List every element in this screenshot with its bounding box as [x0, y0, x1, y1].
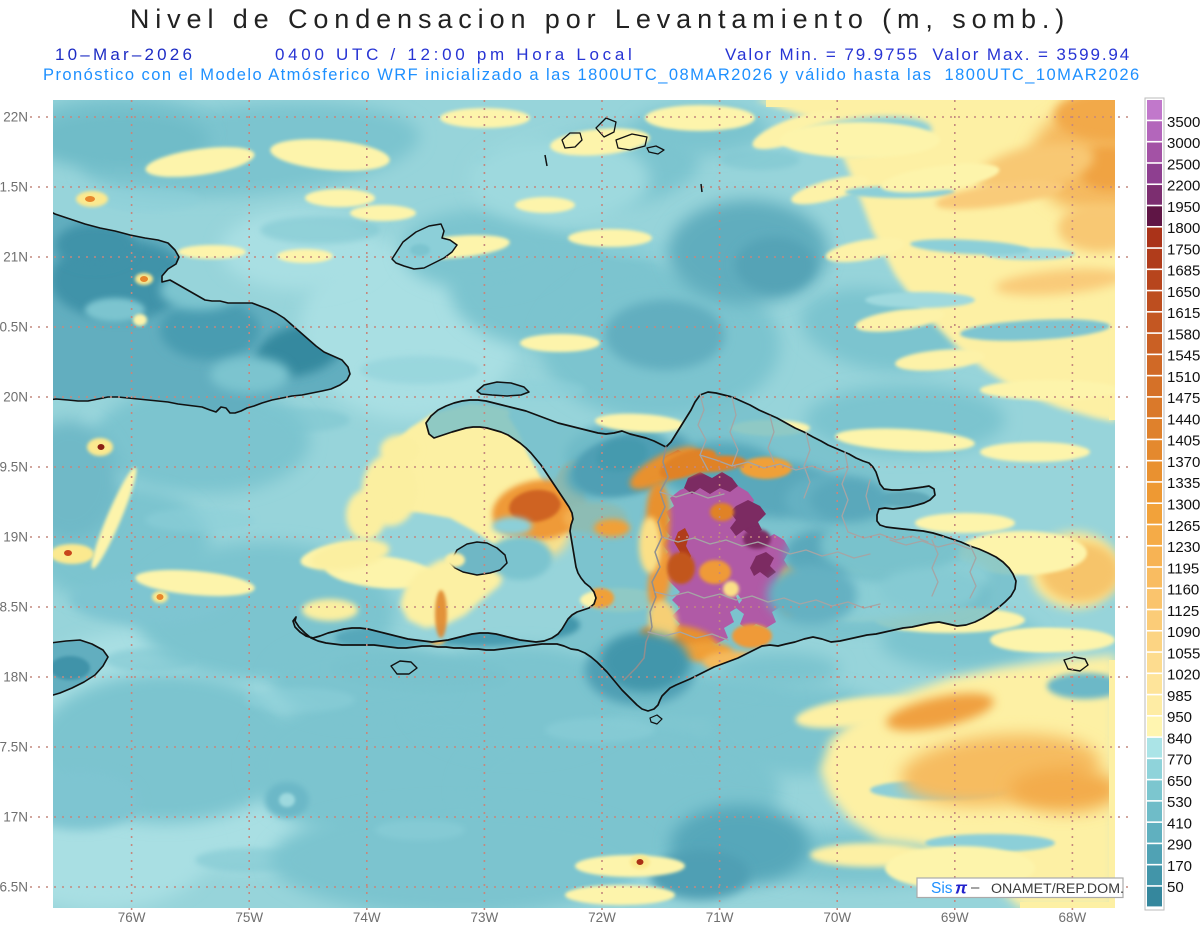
svg-text:1475: 1475	[1167, 390, 1200, 407]
svg-text:1300: 1300	[1167, 497, 1200, 514]
svg-text:985: 985	[1167, 688, 1192, 705]
svg-text:73W: 73W	[471, 910, 499, 925]
svg-text:1405: 1405	[1167, 433, 1200, 450]
svg-text:22N: 22N	[3, 110, 28, 125]
svg-text:1055: 1055	[1167, 645, 1200, 662]
svg-text:3500: 3500	[1167, 114, 1200, 131]
svg-text:1545: 1545	[1167, 348, 1200, 365]
svg-text:68W: 68W	[1059, 910, 1087, 925]
svg-text:7.5N: 7.5N	[0, 740, 28, 755]
svg-text:1440: 1440	[1167, 411, 1200, 428]
svg-text:2500: 2500	[1167, 156, 1200, 173]
svg-text:1125: 1125	[1167, 603, 1199, 620]
svg-text:1265: 1265	[1167, 518, 1200, 535]
svg-text:290: 290	[1167, 837, 1192, 854]
svg-text:1800: 1800	[1167, 220, 1200, 237]
svg-text:1510: 1510	[1167, 369, 1200, 386]
svg-text:17N: 17N	[3, 810, 28, 825]
svg-text:74W: 74W	[353, 910, 381, 925]
svg-text:1160: 1160	[1167, 582, 1199, 599]
svg-text:1230: 1230	[1167, 539, 1200, 556]
svg-text:19N: 19N	[3, 530, 28, 545]
svg-text:3000: 3000	[1167, 135, 1200, 152]
svg-text:1195: 1195	[1167, 560, 1199, 577]
svg-text:Sis: Sis	[931, 880, 953, 897]
svg-text:530: 530	[1167, 794, 1192, 811]
svg-text:21N: 21N	[3, 250, 28, 265]
svg-text:70W: 70W	[823, 910, 851, 925]
svg-text:410: 410	[1167, 815, 1192, 832]
svg-text:76W: 76W	[118, 910, 146, 925]
svg-text:0.5N: 0.5N	[0, 320, 28, 335]
svg-text:170: 170	[1167, 858, 1192, 875]
svg-text:770: 770	[1167, 752, 1192, 769]
svg-text:6.5N: 6.5N	[0, 880, 28, 895]
svg-text:69W: 69W	[941, 910, 969, 925]
svg-text:71W: 71W	[706, 910, 734, 925]
svg-text:1615: 1615	[1167, 305, 1200, 322]
svg-text:1.5N: 1.5N	[0, 180, 28, 195]
svg-text:1950: 1950	[1167, 199, 1200, 216]
svg-text:8.5N: 8.5N	[0, 600, 28, 615]
svg-text:20N: 20N	[3, 390, 28, 405]
svg-text:1750: 1750	[1167, 241, 1200, 258]
svg-text:2200: 2200	[1167, 178, 1200, 195]
svg-text:840: 840	[1167, 730, 1192, 747]
svg-text:75W: 75W	[235, 910, 263, 925]
svg-text:1335: 1335	[1167, 475, 1200, 492]
svg-text:18N: 18N	[3, 670, 28, 685]
svg-text:650: 650	[1167, 773, 1192, 790]
svg-text:50: 50	[1167, 879, 1184, 896]
svg-text:π: π	[955, 879, 968, 898]
svg-text:1370: 1370	[1167, 454, 1200, 471]
svg-text:1580: 1580	[1167, 326, 1200, 343]
svg-text:1685: 1685	[1167, 263, 1200, 280]
svg-text:ONAMET/REP.DOM.: ONAMET/REP.DOM.	[991, 881, 1124, 897]
svg-text:1020: 1020	[1167, 667, 1200, 684]
svg-text:1650: 1650	[1167, 284, 1200, 301]
svg-text:9.5N: 9.5N	[0, 460, 28, 475]
svg-text:72W: 72W	[588, 910, 616, 925]
svg-text:–: –	[971, 879, 980, 896]
svg-text:1090: 1090	[1167, 624, 1200, 641]
svg-text:950: 950	[1167, 709, 1192, 726]
